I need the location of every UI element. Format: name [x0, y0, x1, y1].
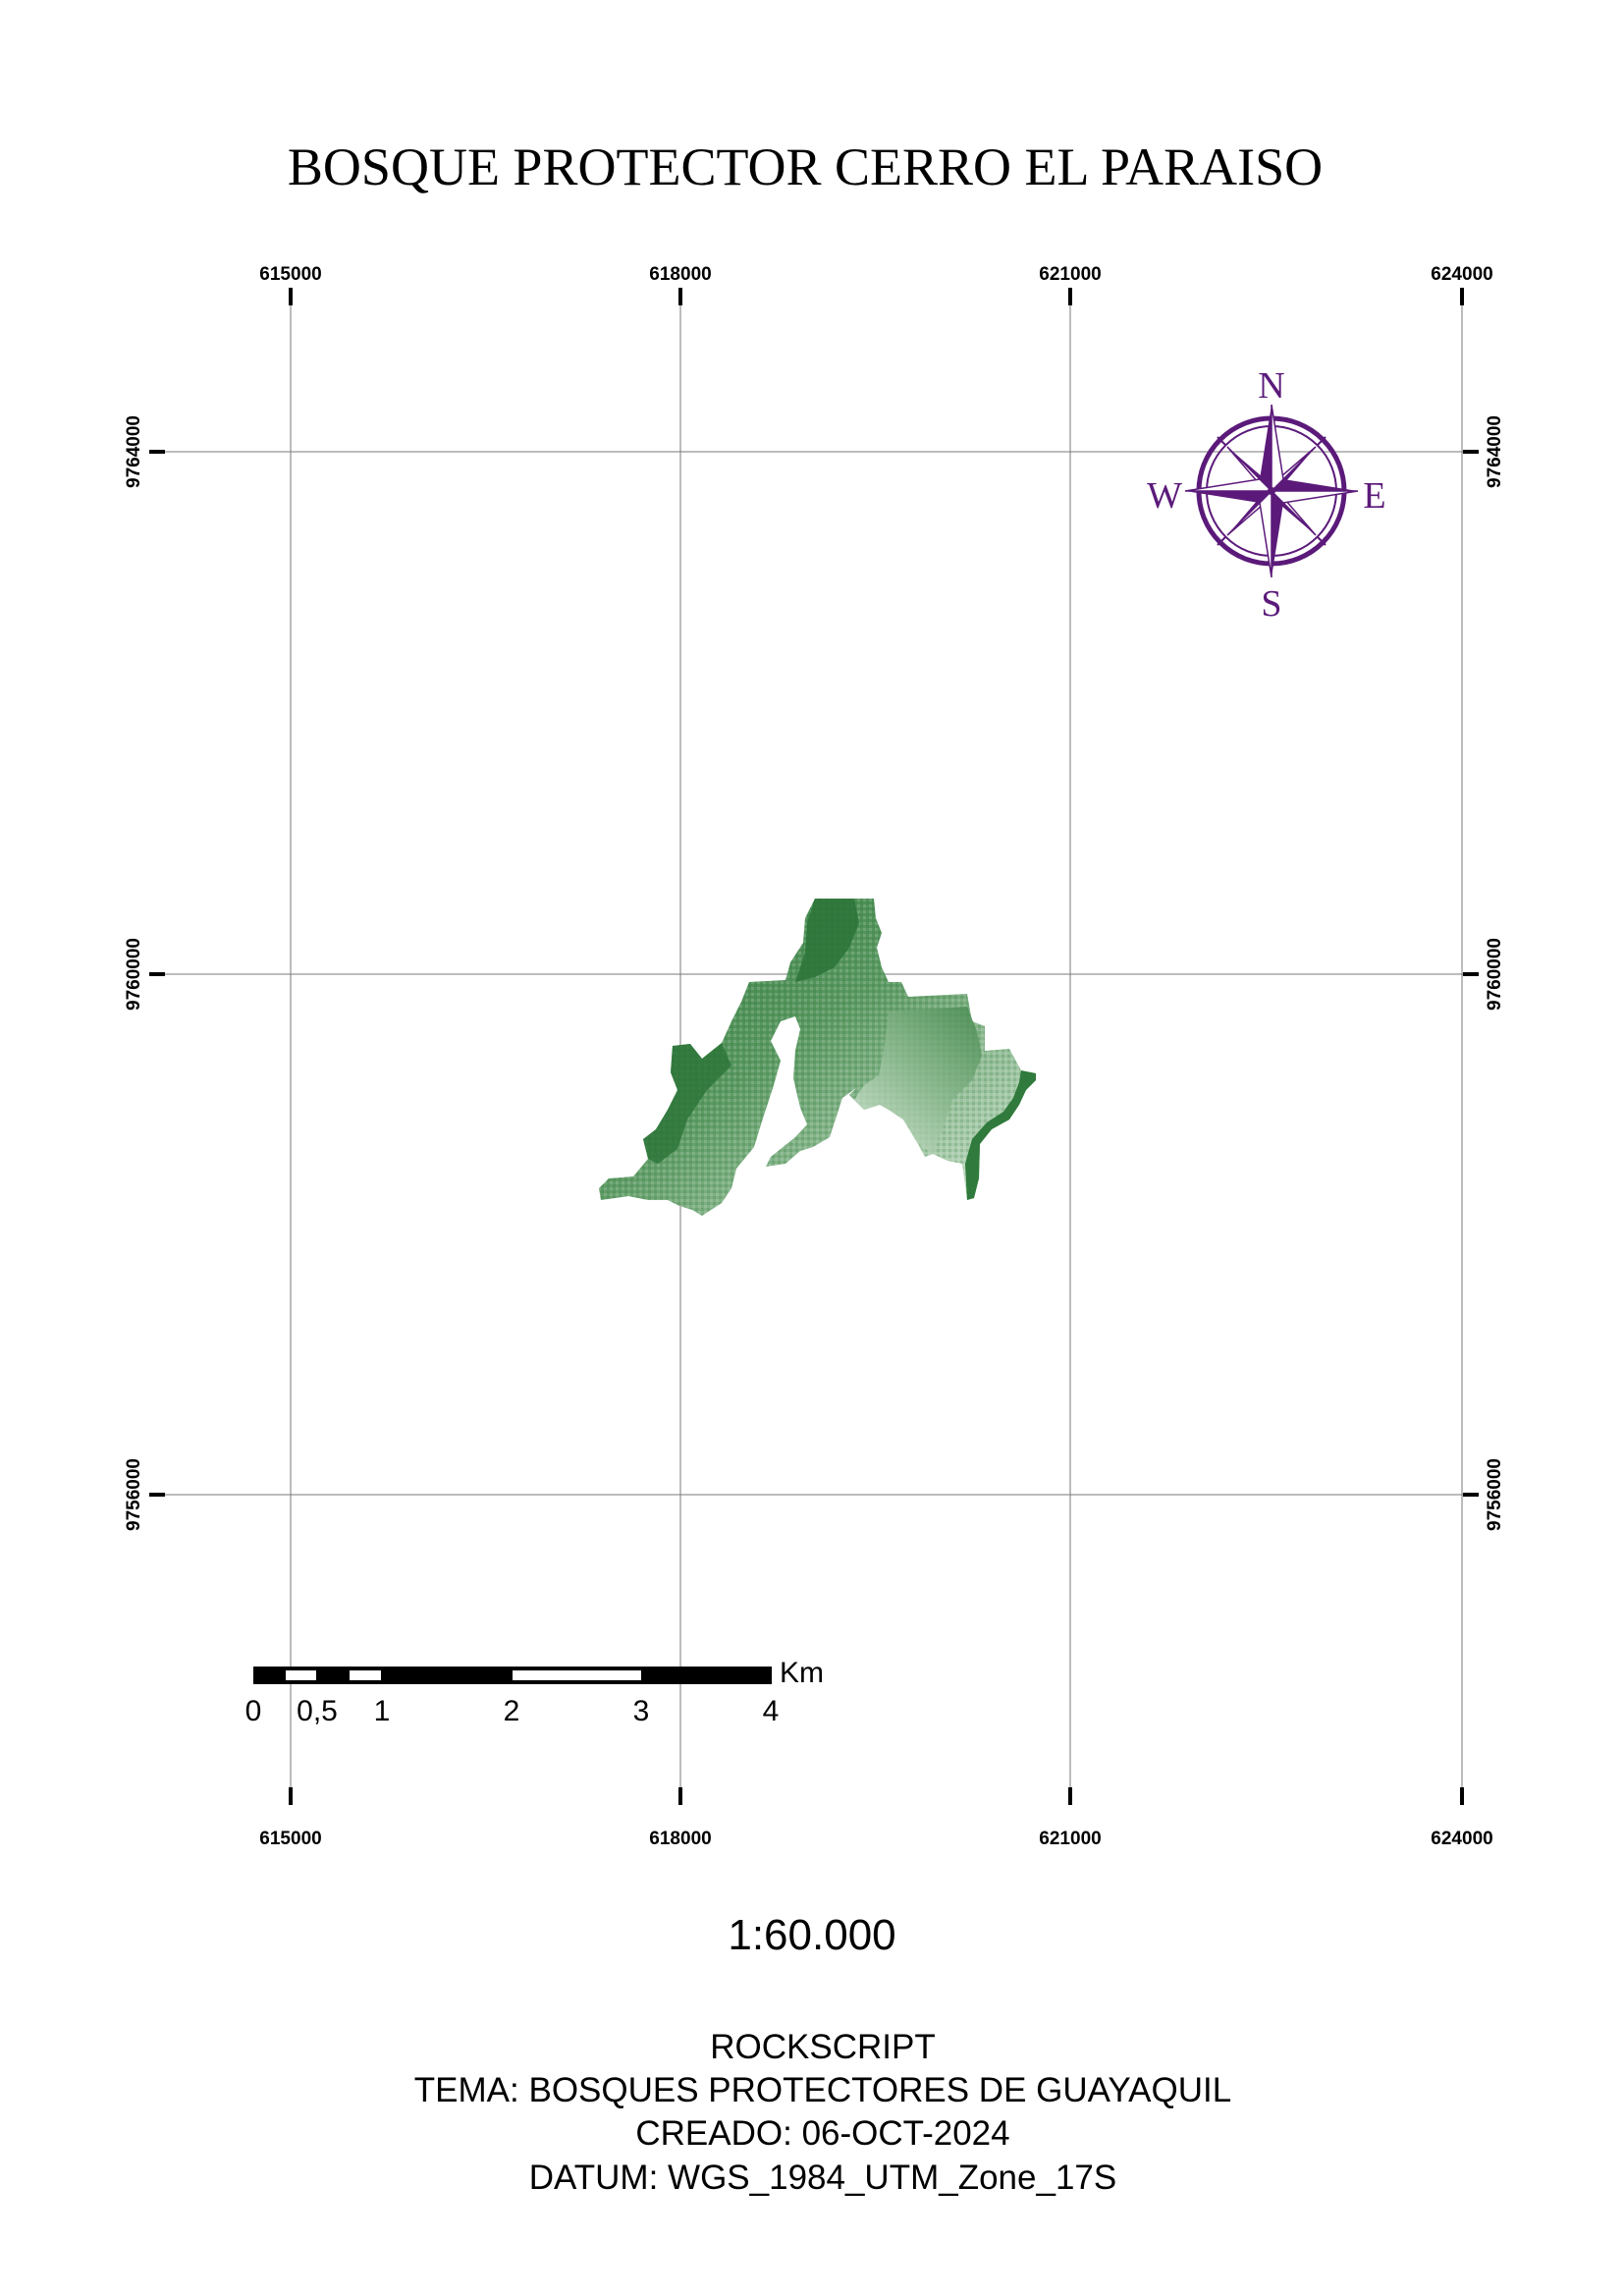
forest-polygon-east-lobe [854, 1007, 982, 1154]
grid-ticks [149, 288, 1479, 1805]
forest-polygon-north-patch [795, 899, 859, 982]
scale-label-2: 2 [504, 1695, 520, 1727]
map-title: BOSQUE PROTECTOR CERRO EL PARAISO [288, 137, 1323, 196]
compass-west-label: W [1147, 475, 1182, 517]
info-datum: DATUM: WGS_1984_UTM_Zone_17S [529, 2159, 1116, 2197]
y-label-right-2: 9760000 [1485, 938, 1505, 1011]
scale-label-3: 3 [633, 1695, 650, 1727]
y-label-left-1: 9764000 [124, 415, 144, 488]
x-label-top-2: 618000 [649, 264, 711, 285]
x-labels-top: 615000 618000 621000 624000 [259, 264, 1492, 285]
x-label-bottom-4: 624000 [1431, 1829, 1492, 1849]
scale-label-4: 4 [763, 1695, 780, 1727]
x-label-top-1: 615000 [259, 264, 321, 285]
y-label-right-3: 9756000 [1485, 1458, 1505, 1531]
scale-ratio: 1:60.000 [728, 1911, 895, 1959]
y-labels-right: 9764000 9760000 9756000 [1485, 415, 1505, 1531]
compass-south-label: S [1261, 583, 1281, 625]
info-author: ROCKSCRIPT [710, 2028, 935, 2066]
x-label-top-4: 624000 [1431, 264, 1492, 285]
x-label-bottom-1: 615000 [259, 1829, 321, 1849]
y-label-left-3: 9756000 [124, 1458, 144, 1531]
x-label-bottom-2: 618000 [649, 1829, 711, 1849]
scale-label-1: 1 [374, 1695, 391, 1727]
x-label-bottom-3: 621000 [1039, 1829, 1101, 1849]
compass-north-label: N [1258, 365, 1284, 407]
info-theme: TEMA: BOSQUES PROTECTORES DE GUAYAQUIL [414, 2071, 1231, 2109]
scale-bar [253, 1667, 772, 1684]
forest-polygon-east-strip [965, 1070, 1036, 1200]
scale-label-0: 0 [245, 1695, 262, 1727]
scale-label-05: 0,5 [297, 1695, 338, 1727]
compass-east-label: E [1363, 475, 1385, 517]
compass-rose-icon [1184, 404, 1359, 578]
y-label-right-1: 9764000 [1485, 415, 1505, 488]
x-label-top-3: 621000 [1039, 264, 1101, 285]
forest-area [599, 899, 1036, 1216]
scale-unit: Km [780, 1657, 824, 1689]
y-label-left-2: 9760000 [124, 938, 144, 1011]
x-labels-bottom: 615000 618000 621000 624000 [259, 1829, 1492, 1849]
forest-polygon-west-patch [643, 1043, 731, 1164]
y-labels-left: 9764000 9760000 9756000 [124, 415, 144, 1531]
map-info: ROCKSCRIPT TEMA: BOSQUES PROTECTORES DE … [414, 2028, 1231, 2197]
info-created: CREADO: 06-OCT-2024 [635, 2114, 1009, 2153]
